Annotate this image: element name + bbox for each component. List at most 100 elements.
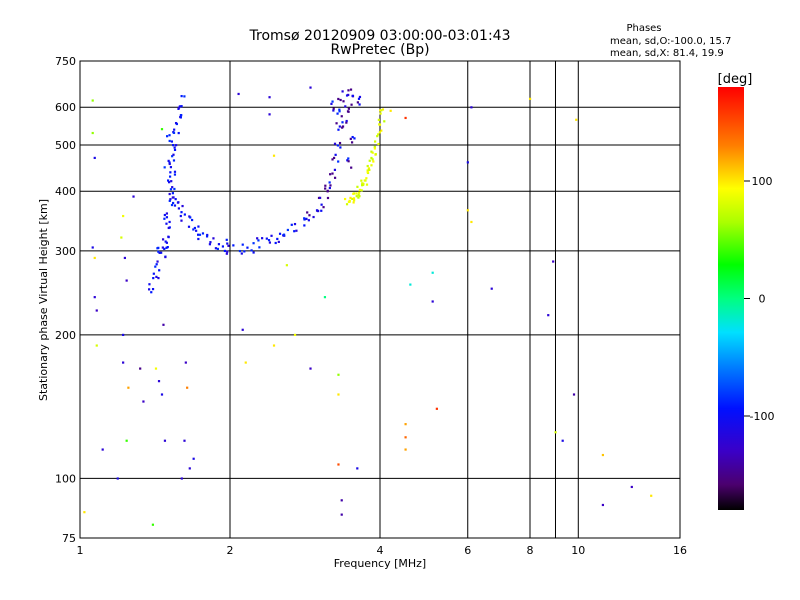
x-trace-point [361, 182, 364, 185]
o-trace-point [168, 175, 172, 178]
o-trace-point [180, 114, 183, 117]
scatter-point [91, 99, 94, 102]
o-trace-point [341, 125, 345, 128]
o-trace-point [172, 153, 175, 156]
x-trace-point [366, 169, 369, 172]
o-trace-point [328, 181, 331, 184]
o-trace-point [155, 263, 158, 266]
scatter-point [470, 220, 473, 224]
o-trace-point [154, 265, 157, 268]
scatter-point [268, 113, 271, 116]
x-trace-point [365, 177, 368, 180]
o-trace-point [161, 246, 164, 249]
o-trace-point [276, 237, 279, 241]
o-trace-point [341, 121, 344, 124]
o-trace-point [347, 89, 350, 92]
x-trace-point [360, 189, 363, 192]
x-trace-point [380, 129, 383, 132]
y-tick-label: 75 [62, 532, 76, 545]
scatter-point [272, 344, 276, 347]
o-trace-point [195, 229, 198, 232]
x-trace-point [367, 168, 371, 171]
x-trace-point [383, 120, 386, 123]
o-trace-point [180, 211, 183, 214]
o-trace-point [167, 159, 170, 162]
scatter-point [244, 361, 247, 364]
o-trace-point [221, 245, 225, 248]
x-trace-point [373, 147, 376, 150]
o-trace-point [339, 98, 342, 102]
o-trace-point [158, 251, 161, 254]
x-trace-point [357, 196, 360, 199]
o-trace-point [349, 137, 352, 140]
scatter-point [431, 271, 434, 274]
o-trace-point [198, 233, 202, 236]
x-tick-label: 8 [527, 544, 534, 557]
o-trace-point [164, 255, 167, 259]
scatter-point [142, 400, 145, 403]
o-trace-point [333, 142, 337, 145]
data-points [83, 86, 653, 526]
y-tick-label: 300 [55, 245, 76, 258]
o-trace-point [331, 158, 334, 161]
scatter-point [404, 116, 407, 120]
y-axis-label: Stationary phase Virtual Height [km] [37, 199, 50, 401]
o-trace-point [155, 275, 158, 278]
o-trace-point [165, 241, 168, 244]
o-trace-point [337, 97, 340, 101]
x-trace-point [352, 192, 355, 195]
o-trace-point [303, 217, 306, 220]
scatter-point [183, 439, 186, 442]
o-trace-point [257, 239, 260, 242]
scatter-point [404, 436, 407, 439]
x-axis-ticks: 1 2 4 6 8 10 16 [77, 544, 688, 557]
o-trace-point [336, 144, 339, 147]
scatter-point [162, 323, 165, 326]
o-trace-point [171, 201, 175, 205]
scatter-point [160, 128, 164, 131]
x-tick-label: 1 [77, 544, 84, 557]
o-trace-point [243, 250, 246, 253]
o-trace-point [150, 291, 153, 294]
scatter-point [157, 380, 161, 383]
o-trace-point [165, 216, 169, 219]
o-trace-point [171, 192, 174, 195]
o-trace-point [347, 157, 350, 160]
o-trace-point [173, 128, 176, 131]
o-trace-point [165, 246, 168, 249]
o-trace-point [290, 223, 293, 226]
o-trace-point [333, 176, 337, 179]
scatter-point [91, 246, 94, 249]
scatter-point [601, 503, 605, 507]
o-trace-point [357, 97, 361, 100]
o-trace-point [167, 235, 170, 238]
x-trace-point [371, 158, 374, 161]
o-trace-point [329, 184, 332, 187]
o-trace-point [278, 232, 282, 235]
x-trace-point [376, 135, 379, 138]
o-trace-point [201, 232, 205, 235]
colorbar-tick-label: 100 [752, 175, 773, 188]
o-trace-point [180, 95, 183, 98]
o-trace-point [172, 159, 176, 162]
o-trace-point [214, 247, 217, 250]
o-trace-point [197, 237, 200, 241]
scatter-point [470, 106, 473, 109]
x-trace-point [370, 156, 373, 160]
o-trace-point [168, 161, 171, 164]
x-trace-point [357, 193, 360, 196]
scatter-point [552, 260, 555, 263]
o-trace-point [168, 199, 171, 202]
scatter-point [572, 393, 576, 396]
x-tick-label: 2 [227, 544, 234, 557]
o-trace-point [328, 186, 331, 190]
x-tick-label: 6 [464, 544, 471, 557]
x-trace-point [361, 184, 364, 187]
o-trace-point [322, 206, 325, 209]
o-trace-point [223, 249, 227, 253]
o-trace-point [169, 198, 172, 201]
o-trace-point [334, 153, 337, 156]
o-trace-point [168, 139, 171, 143]
scatter-point [93, 256, 96, 260]
scatter-point [337, 393, 340, 396]
